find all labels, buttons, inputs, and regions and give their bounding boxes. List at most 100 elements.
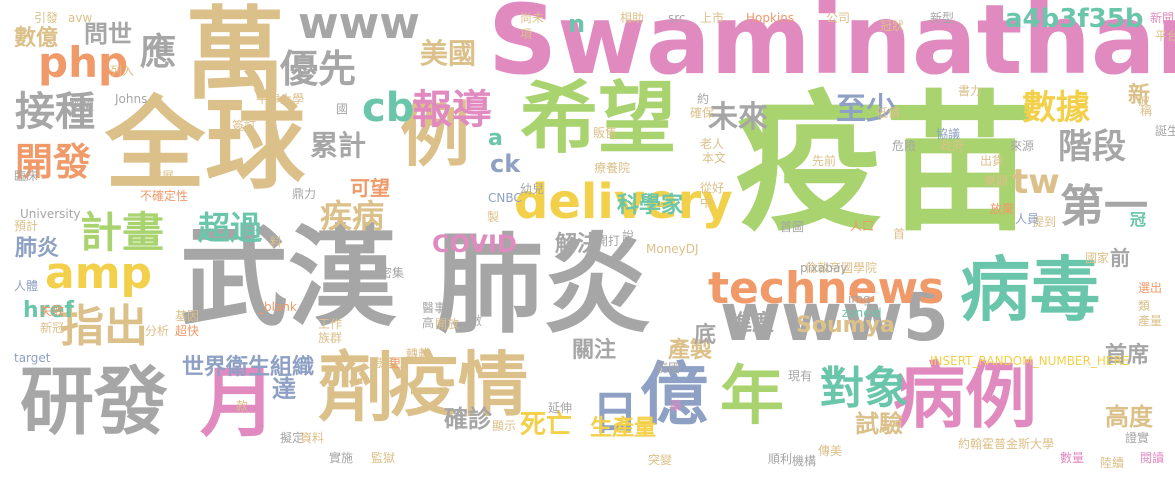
word-cloud-word: 試驗 xyxy=(855,410,903,438)
word-cloud-word: 疾病 xyxy=(320,197,385,235)
word-cloud-word: 產量 xyxy=(1138,314,1163,328)
word-cloud-word: 幼兒 xyxy=(520,182,545,196)
word-cloud-word: 億 xyxy=(640,356,709,435)
word-cloud-word: 劑 xyxy=(318,343,394,432)
word-cloud-word: 武漢 xyxy=(180,216,397,341)
word-cloud-word: 上市 xyxy=(700,11,725,25)
word-cloud-word: 數量 xyxy=(1060,451,1085,465)
word-cloud-word: 誕生 xyxy=(1155,124,1175,138)
word-cloud-word: 鼎力 xyxy=(292,187,317,201)
word-cloud-word: 傳美 xyxy=(818,444,843,458)
word-cloud-word: 牛津大學 xyxy=(256,92,305,106)
word-cloud-word: 數 xyxy=(470,314,483,328)
word-cloud-word: 族群 xyxy=(318,331,343,345)
word-cloud-word: 科學家 xyxy=(617,193,684,218)
word-cloud-word: 高 xyxy=(422,316,435,330)
word-cloud-word: 選出 xyxy=(1138,281,1163,295)
word-cloud-word: 說 xyxy=(622,229,635,243)
word-cloud-word: 開打 xyxy=(596,234,621,248)
word-cloud-word: 進度 xyxy=(730,311,775,336)
word-cloud-word: 國家 xyxy=(1085,251,1110,265)
word-cloud-word: 閱讀 xyxy=(1140,451,1165,465)
word-cloud-word: 列入 xyxy=(110,64,135,78)
word-cloud-word: 樂觀 xyxy=(984,174,1009,188)
word-cloud-word: 顯示 xyxy=(492,419,517,433)
word-cloud-word: pixabay xyxy=(800,261,848,275)
word-cloud-word: 進展 xyxy=(150,169,175,183)
word-cloud-word: 實施 xyxy=(329,451,354,465)
word-cloud-word: 協議 xyxy=(936,127,961,141)
word-cloud-word: 問世 xyxy=(84,20,132,48)
word-cloud-word: 簽訂 xyxy=(232,119,257,133)
word-cloud-word: 製 xyxy=(487,210,500,224)
word-cloud-word: Swaminathan xyxy=(488,0,1175,96)
word-cloud-word: 報導 xyxy=(412,87,492,133)
word-cloud-word: 階段 xyxy=(1058,127,1126,167)
word-cloud-word: 稱 xyxy=(1140,104,1153,118)
word-cloud-word: 危險 xyxy=(892,139,917,153)
word-cloud-word: 希望 xyxy=(520,74,677,164)
word-cloud-word: 接種 xyxy=(15,89,95,135)
word-cloud-word: 月 xyxy=(200,358,276,447)
word-cloud-word: 世界衛生組織 xyxy=(182,355,315,380)
word-cloud-word: 陸續 xyxy=(1100,456,1125,470)
word-cloud-word: 首席 xyxy=(1105,343,1150,368)
word-cloud-word: 約 xyxy=(697,92,710,106)
word-cloud-word: 優先 xyxy=(280,47,357,91)
word-cloud-word: 款 xyxy=(236,399,249,413)
word-cloud-word: 提到 xyxy=(1032,215,1057,229)
word-cloud-word: 擬定 xyxy=(280,431,305,445)
word-cloud-word: COVID xyxy=(432,230,517,258)
word-cloud-word: 證實 xyxy=(1125,431,1150,445)
word-cloud-word: Johns xyxy=(115,92,148,106)
word-cloud-word: 病毒 xyxy=(960,249,1100,331)
word-cloud-word: 計畫 xyxy=(80,208,165,257)
word-cloud-word: 低價 xyxy=(876,106,901,120)
word-cloud-word: 第一 xyxy=(1060,181,1148,232)
word-cloud-word: src xyxy=(668,11,686,25)
word-cloud-word: 研發 xyxy=(20,359,168,445)
word-cloud-word: 美國 xyxy=(420,37,477,70)
word-cloud-word: 應 xyxy=(140,32,177,73)
word-cloud-word: 波 xyxy=(1138,94,1151,108)
word-cloud-word: 引發 xyxy=(34,11,59,25)
word-cloud-word: avw xyxy=(68,11,93,25)
word-cloud-word: 出貨 xyxy=(980,154,1005,168)
word-cloud-word: 來源 xyxy=(1010,139,1035,153)
word-cloud-word: 先前 xyxy=(812,154,837,168)
word-cloud-word: 首圖 xyxy=(780,220,805,234)
word-cloud-word: Soumya xyxy=(796,313,895,338)
word-cloud-word: 本文 xyxy=(702,151,727,165)
word-cloud-word: 資料 xyxy=(300,431,325,445)
word-cloud-word: 類 xyxy=(1138,299,1151,313)
word-cloud-word: 對象 xyxy=(820,363,908,414)
word-cloud-word: 書力 xyxy=(958,84,983,98)
word-cloud-word: 數據 xyxy=(1022,88,1090,128)
word-cloud-word: 新 xyxy=(1128,83,1151,108)
word-cloud-word: INSERT_RANDOM_NUMBER_HERE xyxy=(930,354,1130,368)
word-cloud-word: 不確定性 xyxy=(140,189,189,203)
word-cloud-word: 至少 xyxy=(836,92,896,127)
word-cloud-word: 達 xyxy=(272,375,296,403)
word-cloud-word: 轉載 xyxy=(406,347,431,361)
word-cloud-word: n xyxy=(568,10,586,38)
word-cloud-word: a xyxy=(488,126,503,151)
word-cloud-word: 項 xyxy=(520,27,533,41)
word-cloud-word: delivery xyxy=(514,174,733,230)
word-cloud-word: 約翰霍普金斯大學 xyxy=(958,437,1055,451)
word-cloud-word: 現有 xyxy=(788,369,813,383)
word-cloud-word: 首 xyxy=(893,227,906,241)
word-cloud-word: target xyxy=(14,351,51,365)
word-cloud-word: 相助 xyxy=(620,11,645,25)
word-cloud-word: 人體 xyxy=(14,279,39,293)
word-cloud-word: 超快 xyxy=(175,324,200,338)
word-cloud-word: 前 xyxy=(1110,246,1130,270)
word-cloud-word: 人員 xyxy=(1015,212,1040,226)
word-cloud-word: www xyxy=(298,0,420,49)
word-cloud-word: cb xyxy=(362,85,415,131)
word-cloud-word: 機構 xyxy=(792,454,817,468)
word-cloud-word: 平台 xyxy=(1155,29,1175,43)
word-cloud-word: 確診 xyxy=(444,405,492,433)
word-cloud-word: 累計 xyxy=(310,129,367,162)
